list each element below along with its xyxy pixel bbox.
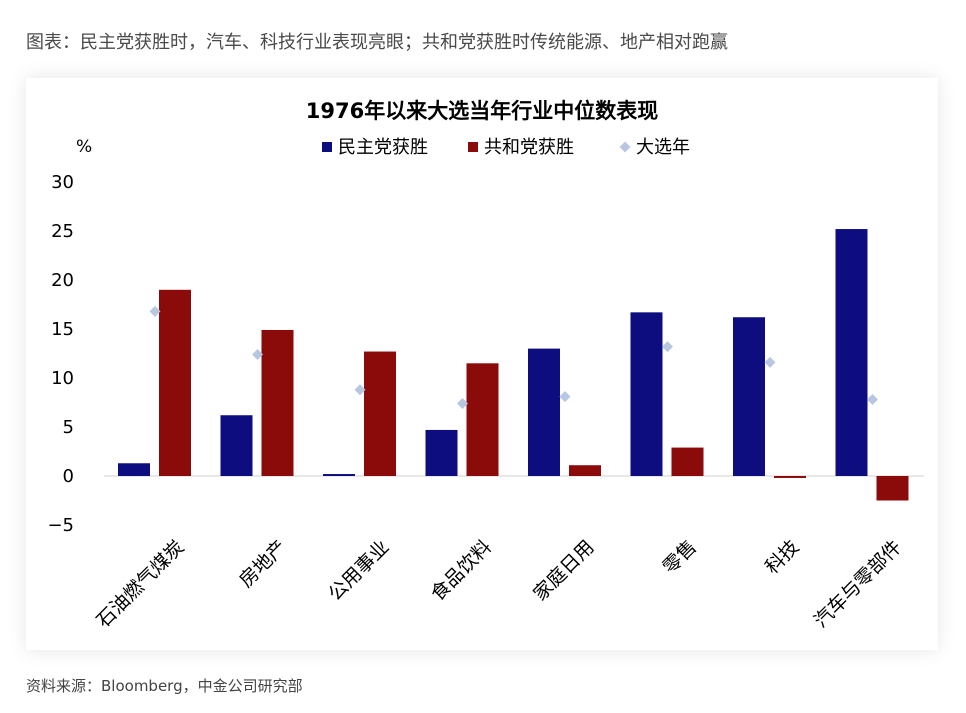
x-axis: 石油燃气煤炭 房地产 公用事业 食品饮料 家庭日用 零售 科技 汽车与零部件 — [92, 536, 906, 632]
election-year-marker — [354, 384, 366, 396]
election-year-marker — [149, 305, 161, 317]
bar-dem — [425, 429, 458, 476]
category-group — [220, 329, 294, 476]
y-tick-label: −5 — [47, 515, 74, 536]
legend: 民主党获胜 共和党获胜 大选年 — [322, 137, 690, 158]
figure-heading: 图表：民主党获胜时，汽车、科技行业表现亮眼；共和党获胜时传统能源、地产相对跑赢 — [26, 32, 728, 53]
y-tick-label: 5 — [63, 417, 74, 438]
bar-rep — [774, 476, 806, 478]
bar-rep — [569, 465, 601, 476]
bar-dem — [118, 463, 150, 476]
legend-item: 共和党获胜 — [468, 137, 574, 158]
category-group — [835, 229, 909, 501]
x-tick-label: 食品饮料 — [427, 536, 496, 605]
election-year-marker — [457, 397, 468, 409]
bar-rep — [159, 289, 191, 476]
election-year-marker — [559, 391, 571, 403]
y-tick-label: 20 — [51, 270, 74, 291]
bar-rep — [261, 329, 294, 476]
category-group — [630, 312, 704, 476]
bar-dem — [220, 415, 253, 476]
election-year-marker — [764, 356, 776, 368]
bar-dem — [835, 229, 868, 476]
legend-label: 共和党获胜 — [484, 137, 574, 158]
legend-swatch — [619, 141, 631, 153]
category-group — [528, 348, 601, 476]
y-tick-label: 0 — [63, 466, 74, 487]
x-tick-label: 房地产 — [235, 536, 291, 592]
bar-dem — [733, 317, 765, 476]
bar-rep — [364, 351, 396, 476]
x-tick-label: 零售 — [659, 536, 701, 578]
category-group — [323, 351, 396, 476]
bar-rep — [876, 476, 909, 501]
legend-swatch — [468, 142, 478, 152]
x-tick-label: 公用事业 — [324, 536, 393, 605]
x-tick-label: 石油燃气煤炭 — [92, 536, 188, 632]
bar-dem — [630, 312, 663, 476]
chart-title: 1976年以来大选当年行业中位数表现 — [306, 99, 658, 123]
legend-label: 大选年 — [636, 137, 690, 158]
category-group — [425, 363, 499, 476]
election-year-marker — [662, 341, 673, 353]
election-year-marker — [867, 394, 878, 406]
y-tick-label: 25 — [51, 221, 74, 242]
y-tick-label: 10 — [51, 368, 74, 389]
legend-label: 民主党获胜 — [338, 137, 428, 158]
election-year-marker — [252, 348, 263, 360]
legend-item: 民主党获胜 — [322, 137, 428, 158]
bar-rep — [466, 363, 499, 476]
x-tick-label: 汽车与零部件 — [810, 536, 906, 632]
x-tick-label: 家庭日用 — [529, 536, 598, 605]
y-tick-label: 15 — [51, 319, 74, 340]
source-note: 资料来源：Bloomberg，中金公司研究部 — [26, 677, 303, 695]
bar-dem — [528, 348, 560, 476]
legend-item: 大选年 — [619, 137, 690, 158]
y-tick-label: 30 — [51, 172, 74, 193]
category-group — [118, 289, 191, 476]
bar-rep — [671, 447, 704, 476]
y-axis: −5 0 5 10 15 20 25 30 — [47, 172, 74, 536]
x-tick-label: 科技 — [761, 536, 803, 578]
category-group — [733, 317, 806, 478]
plot-area — [104, 229, 924, 501]
bar-dem — [323, 474, 355, 476]
y-axis-unit: % — [76, 137, 92, 157]
chart-card: 1976年以来大选当年行业中位数表现 % 民主党获胜 共和党获胜 大选年 −5 0 5 1… — [26, 78, 938, 650]
sector-performance-chart: 1976年以来大选当年行业中位数表现 % 民主党获胜 共和党获胜 大选年 −5 0 5 1… — [47, 99, 924, 632]
legend-swatch — [322, 142, 332, 152]
